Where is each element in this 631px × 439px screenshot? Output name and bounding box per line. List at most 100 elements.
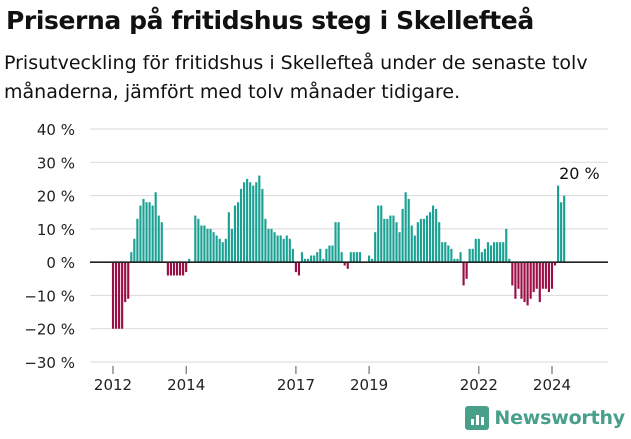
x-tick-label: 2017: [277, 376, 315, 394]
bar: [127, 262, 130, 299]
bar: [203, 225, 206, 263]
bar: [325, 248, 328, 263]
bar: [422, 218, 426, 263]
bar: [212, 232, 215, 263]
latest-value-annotation: 20 %: [559, 164, 600, 183]
bar: [428, 212, 432, 263]
bar: [502, 242, 505, 263]
bar: [492, 242, 496, 263]
bar: [532, 262, 535, 293]
bar: [358, 252, 362, 263]
bar: [230, 228, 233, 263]
bar: [337, 222, 340, 263]
bar: [307, 258, 310, 263]
bar: [160, 222, 163, 263]
bar: [538, 262, 541, 303]
bar: [444, 242, 447, 263]
bar: [386, 218, 389, 263]
bar: [343, 262, 346, 266]
x-tick-label: 2019: [350, 376, 388, 394]
bar: [489, 245, 493, 263]
bar: [465, 262, 468, 279]
bar: [261, 188, 264, 263]
y-tick-label: 40 %: [37, 121, 75, 139]
bar: [267, 228, 270, 263]
bar: [246, 178, 249, 263]
bar: [496, 242, 499, 263]
bar: [249, 182, 252, 263]
chart-subtitle: Prisutveckling för fritidshus i Skelleft…: [4, 52, 588, 103]
bar: [154, 192, 157, 263]
bar: [413, 235, 416, 263]
grid-lines: [90, 128, 608, 363]
bar: [313, 255, 316, 263]
bar: [383, 218, 386, 263]
bar: [523, 262, 526, 303]
bar: [206, 228, 209, 263]
bar: [404, 192, 407, 263]
bar: [233, 205, 237, 263]
bar: [520, 262, 523, 299]
bar: [142, 198, 145, 263]
bar: [188, 258, 191, 263]
bar: [151, 205, 154, 263]
bar: [328, 245, 331, 263]
bar-series: [111, 175, 566, 329]
bar: [432, 205, 435, 263]
bar: [169, 262, 172, 276]
bar: [288, 238, 291, 263]
bar: [450, 248, 453, 263]
bar: [438, 222, 441, 263]
bar: [477, 238, 480, 263]
bar: [453, 258, 456, 263]
bar: [148, 202, 151, 263]
bar: [346, 262, 349, 269]
bar: [279, 235, 282, 263]
bar: [239, 188, 243, 263]
bar: [291, 248, 294, 263]
bar: [560, 202, 563, 263]
y-tick-label: 10 %: [37, 221, 75, 239]
bar: [557, 185, 560, 263]
bar: [111, 262, 115, 329]
bar: [349, 252, 352, 263]
bar: [401, 208, 404, 263]
y-tick-label: 30 %: [37, 154, 75, 172]
bar: [215, 235, 218, 263]
bar: [303, 258, 307, 263]
bar: [334, 222, 337, 263]
bar: [297, 262, 301, 276]
bar: [236, 202, 240, 263]
bar: [322, 258, 325, 263]
bar: [264, 218, 267, 263]
bar: [480, 252, 483, 263]
bar-chart-icon: [465, 406, 490, 430]
bar: [374, 232, 377, 263]
bar: [294, 262, 297, 273]
newsworthy-brand: Newsworthy: [465, 406, 625, 430]
bar: [514, 262, 517, 299]
bar: [310, 255, 313, 263]
chart-title: Priserna på fritidshus steg i Skellefteå: [6, 6, 534, 35]
bar: [133, 238, 136, 263]
bar: [197, 218, 200, 263]
y-tick-label: 0 %: [46, 254, 75, 272]
bar: [462, 262, 465, 286]
bar: [517, 262, 520, 289]
bar: [367, 255, 371, 263]
bar: [255, 182, 258, 263]
bar: [258, 175, 261, 263]
bar: [355, 252, 358, 263]
bar: [483, 248, 486, 263]
x-tick-label: 2014: [167, 376, 205, 394]
y-tick-label: −10 %: [24, 287, 75, 305]
bar: [340, 252, 343, 263]
bar: [136, 218, 139, 263]
bar: [486, 242, 490, 263]
bar: [200, 225, 203, 263]
bar: [407, 198, 410, 263]
bar: [547, 262, 551, 293]
bar: [300, 252, 304, 263]
bar: [224, 238, 227, 263]
bar: [377, 205, 380, 263]
